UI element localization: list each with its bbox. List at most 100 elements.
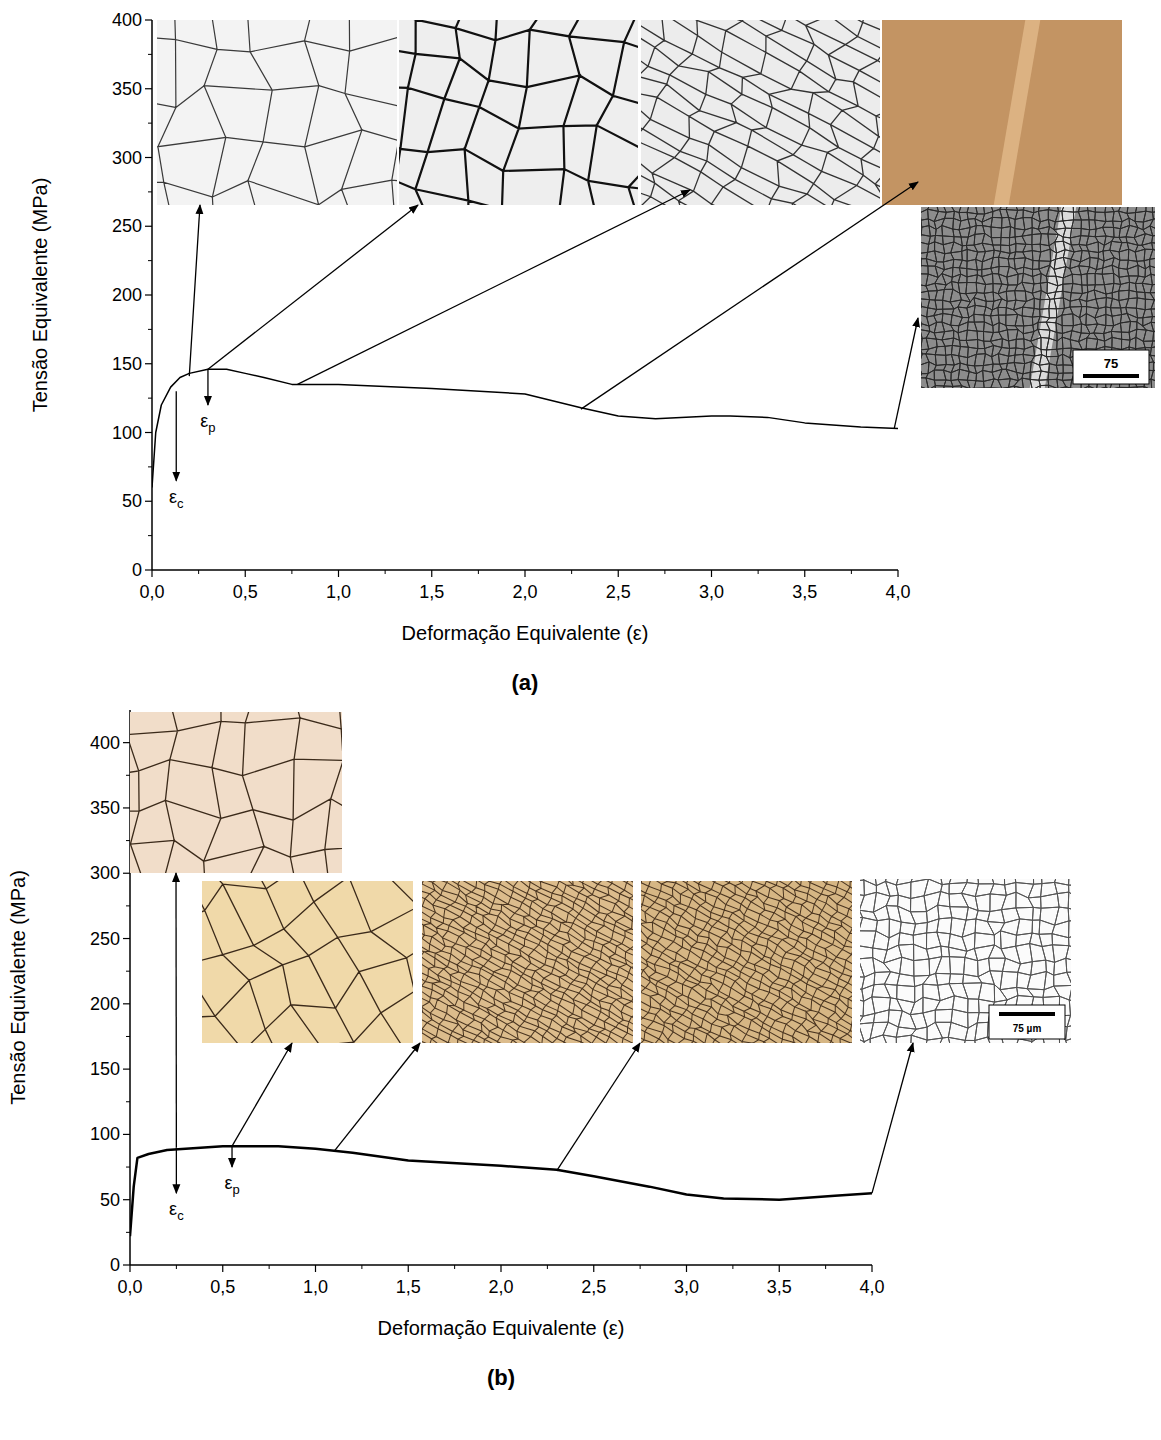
micrograph-ground <box>130 712 342 873</box>
x-tick <box>431 570 432 577</box>
grain-boundaries <box>641 881 852 1043</box>
data-group <box>152 369 898 487</box>
micrograph <box>202 881 413 1043</box>
micrograph <box>641 20 880 205</box>
y-tick-label: 250 <box>112 216 142 236</box>
y-minor-tick <box>126 840 130 841</box>
scale-bar-line <box>999 1012 1055 1016</box>
y-minor-tick <box>148 535 152 536</box>
y-minor-tick <box>126 1036 130 1037</box>
y-tick-label: 200 <box>90 994 120 1014</box>
strain-label: εc <box>169 1199 184 1223</box>
x-tick-label: 3,5 <box>792 582 817 602</box>
y-tick-label: 0 <box>132 560 142 580</box>
y-tick-label: 150 <box>90 1059 120 1079</box>
x-tick-label: 1,5 <box>419 582 444 602</box>
inset-arrow <box>208 205 418 369</box>
y-tick <box>145 363 152 364</box>
y-tick <box>123 1264 130 1265</box>
y-minor-tick <box>148 191 152 192</box>
grain-group <box>641 881 852 1043</box>
x-tick <box>593 1265 594 1272</box>
micrograph <box>641 881 852 1043</box>
x-tick-label: 2,0 <box>512 582 537 602</box>
y-tick-label: 200 <box>112 285 142 305</box>
strain-subscript: p <box>208 420 215 435</box>
x-tick <box>129 1265 130 1272</box>
x-tick-label: 4,0 <box>885 582 910 602</box>
y-tick-label: 350 <box>90 798 120 818</box>
y-tick <box>123 938 130 939</box>
x-minor-tick <box>176 1265 177 1269</box>
x-tick-label: 3,5 <box>767 1277 792 1297</box>
scale-bar-box <box>1073 350 1149 384</box>
y-tick <box>123 1134 130 1135</box>
y-tick <box>123 1199 130 1200</box>
scale-bar: 75 µm <box>989 1005 1065 1039</box>
x-tick <box>897 570 898 577</box>
figure: 0,00,51,01,52,02,53,03,54,00501001502002… <box>0 0 1161 1440</box>
inset-arrow <box>581 182 918 409</box>
inset-arrow <box>232 1043 292 1146</box>
x-tick <box>871 1265 872 1272</box>
strain-arrow <box>231 1146 232 1167</box>
y-tick-label: 150 <box>112 354 142 374</box>
y-tick-label: 350 <box>112 79 142 99</box>
micrograph <box>422 881 633 1043</box>
inset-arrow <box>297 190 690 384</box>
panel: 0,00,51,01,52,02,53,03,54,00501001502002… <box>29 0 1161 695</box>
x-axis-title: Deformação Equivalente (ε) <box>402 622 649 644</box>
inset-arrow <box>894 318 918 428</box>
x-tick-label: 0,0 <box>139 582 164 602</box>
x-minor-tick <box>361 1265 362 1269</box>
y-minor-tick <box>126 905 130 906</box>
grain-group <box>130 712 342 873</box>
x-tick-label: 0,5 <box>210 1277 235 1297</box>
grain-group <box>202 881 413 1043</box>
x-tick-label: 0,0 <box>117 1277 142 1297</box>
y-tick <box>123 1069 130 1070</box>
y-minor-tick <box>148 260 152 261</box>
grain-group <box>641 20 880 205</box>
x-tick-label: 3,0 <box>674 1277 699 1297</box>
x-minor-tick <box>454 1265 455 1269</box>
x-tick <box>338 570 339 577</box>
y-tick-label: 50 <box>100 1190 120 1210</box>
micrograph <box>860 879 1071 1043</box>
micrograph-band <box>992 20 1042 205</box>
x-tick <box>524 570 525 577</box>
scale-bar: 75 <box>1073 350 1149 384</box>
x-minor-tick <box>825 1265 826 1269</box>
grain-boundaries <box>202 881 413 1043</box>
y-minor-tick <box>126 1101 130 1102</box>
x-tick <box>151 570 152 577</box>
y-minor-tick <box>148 466 152 467</box>
micrograph <box>157 20 397 205</box>
x-tick <box>315 1265 316 1272</box>
x-tick-label: 1,5 <box>396 1277 421 1297</box>
x-minor-tick <box>758 570 759 574</box>
x-minor-tick <box>478 570 479 574</box>
y-tick <box>145 88 152 89</box>
scale-bar-label: 75 µm <box>1013 1023 1042 1034</box>
x-tick-label: 2,0 <box>488 1277 513 1297</box>
strain-arrow <box>176 391 177 480</box>
x-tick <box>711 570 712 577</box>
grain-boundaries <box>921 207 1155 388</box>
strain-subscript: c <box>177 496 184 511</box>
inset-arrow <box>557 1043 640 1171</box>
x-tick <box>686 1265 687 1272</box>
data-group <box>130 1146 872 1236</box>
micrograph-ground <box>399 20 638 205</box>
y-tick-label: 50 <box>122 491 142 511</box>
grain-boundaries <box>130 712 342 873</box>
grain-boundaries <box>157 20 397 205</box>
y-minor-tick <box>126 1232 130 1233</box>
x-minor-tick <box>640 1265 641 1269</box>
y-tick <box>145 226 152 227</box>
panel: 0,00,51,01,52,02,53,03,54,00501001502002… <box>7 643 1138 1390</box>
y-tick-label: 400 <box>112 10 142 30</box>
x-tick <box>804 570 805 577</box>
grain-group <box>399 20 638 205</box>
strain-subscript: p <box>232 1182 239 1197</box>
